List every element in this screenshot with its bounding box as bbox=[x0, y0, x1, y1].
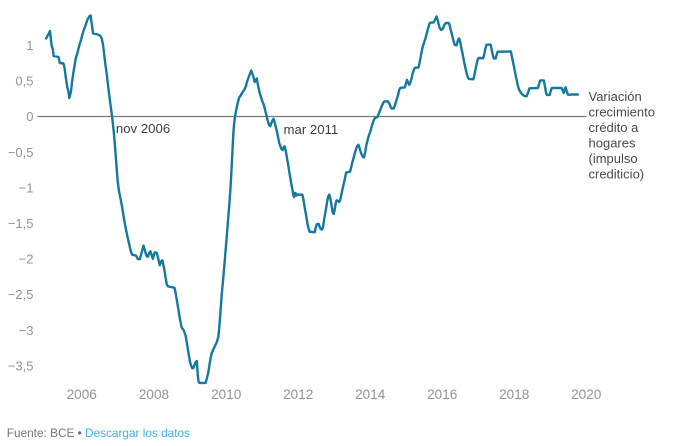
svg-text:hogares: hogares bbox=[589, 136, 636, 151]
svg-text:1: 1 bbox=[26, 38, 33, 53]
svg-text:Fuente: BCE • Descargar los da: Fuente: BCE • Descargar los datos bbox=[7, 426, 190, 440]
svg-text:−2: −2 bbox=[19, 252, 34, 267]
svg-text:nov 2006: nov 2006 bbox=[116, 121, 170, 136]
svg-text:Variación: Variación bbox=[589, 89, 642, 104]
svg-text:−2,5: −2,5 bbox=[8, 287, 34, 302]
svg-text:2018: 2018 bbox=[499, 387, 529, 402]
svg-text:mar 2011: mar 2011 bbox=[284, 122, 339, 137]
svg-text:(impulso: (impulso bbox=[589, 151, 638, 166]
svg-text:2020: 2020 bbox=[571, 387, 602, 402]
svg-text:crédito a: crédito a bbox=[589, 120, 640, 135]
svg-text:−3: −3 bbox=[19, 323, 34, 338]
svg-text:−1,5: −1,5 bbox=[8, 216, 34, 231]
svg-text:0: 0 bbox=[26, 109, 33, 124]
svg-text:2006: 2006 bbox=[67, 387, 97, 402]
svg-text:−3,5: −3,5 bbox=[8, 358, 34, 373]
svg-text:0,5: 0,5 bbox=[15, 74, 33, 89]
svg-text:−1: −1 bbox=[19, 180, 34, 195]
svg-text:2008: 2008 bbox=[139, 387, 169, 402]
svg-text:crecimiento: crecimiento bbox=[589, 105, 655, 120]
svg-text:crediticio): crediticio) bbox=[589, 167, 645, 182]
svg-text:2014: 2014 bbox=[355, 387, 386, 402]
svg-text:−0,5: −0,5 bbox=[8, 145, 34, 160]
svg-text:2010: 2010 bbox=[211, 387, 242, 402]
svg-text:2016: 2016 bbox=[427, 387, 457, 402]
svg-text:2012: 2012 bbox=[283, 387, 313, 402]
